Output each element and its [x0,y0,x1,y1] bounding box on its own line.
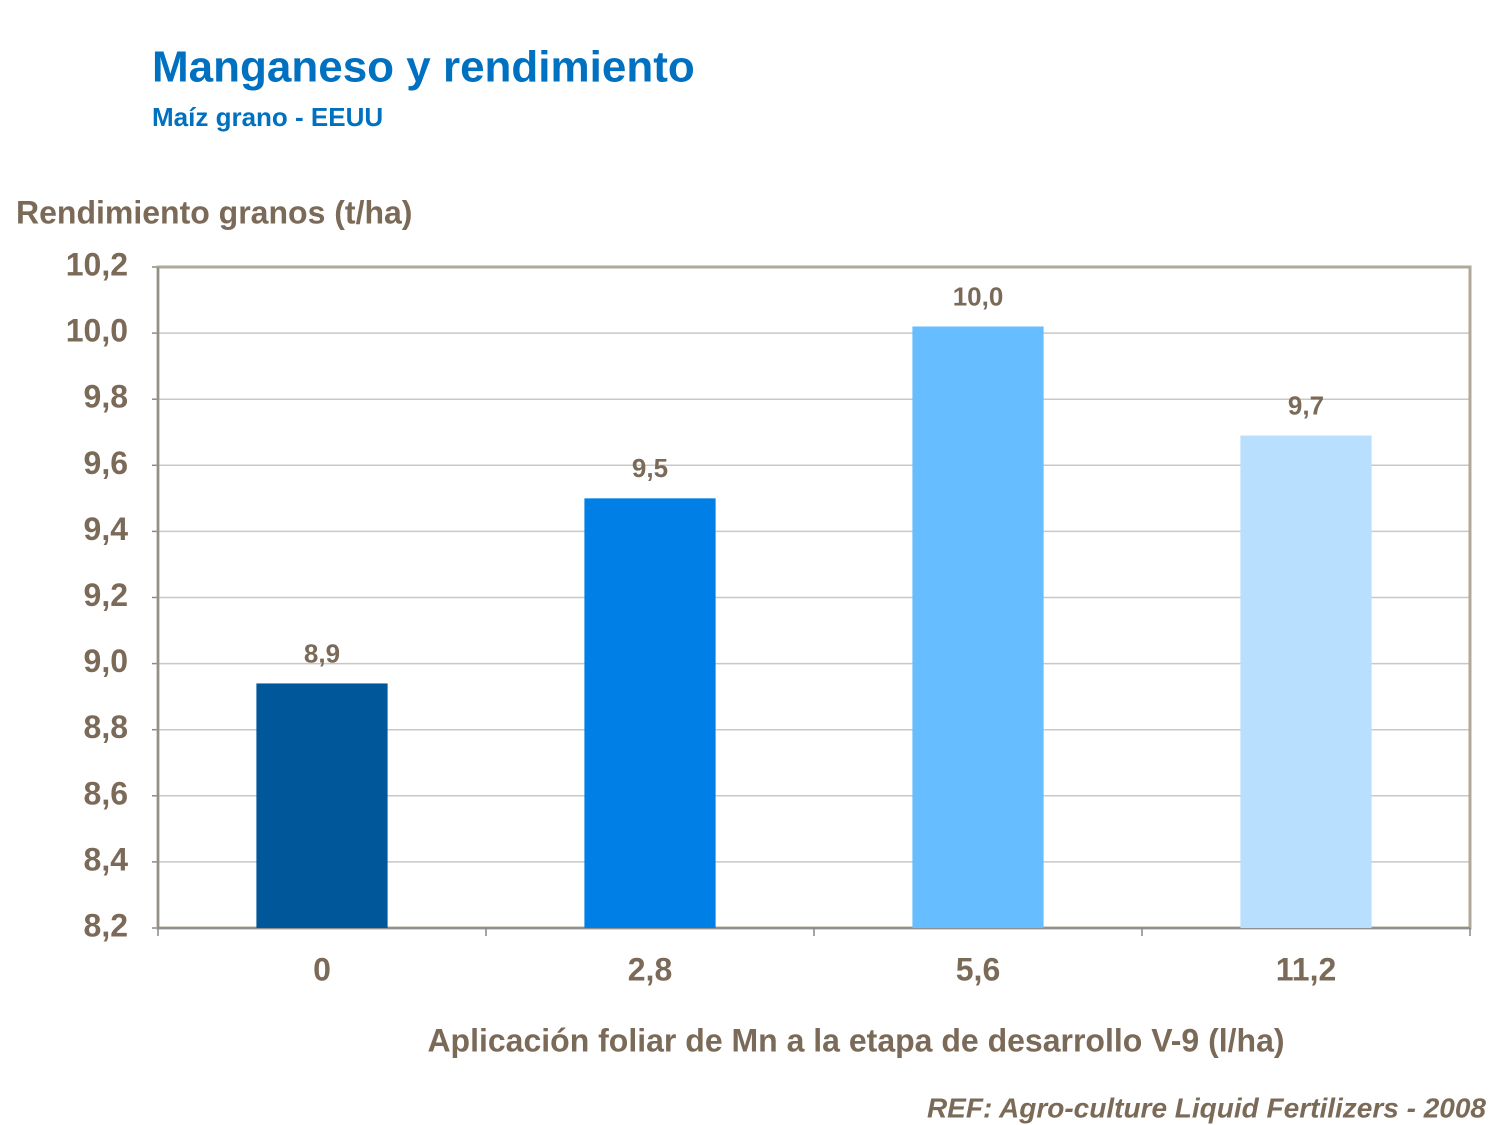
y-tick-label: 8,2 [84,907,128,943]
chart-subtitle: Maíz grano - EEUU [152,102,383,132]
value-label: 9,5 [632,453,668,483]
y-tick-label: 9,6 [84,445,128,481]
y-tick-label: 9,2 [84,577,128,613]
y-axis-label: Rendimiento granos (t/ha) [16,194,412,230]
y-tick-label: 9,8 [84,379,128,415]
y-tick-label: 9,0 [84,643,128,679]
value-label: 9,7 [1288,390,1324,420]
x-tick-label: 0 [313,951,331,987]
x-tick-label: 5,6 [956,951,1000,987]
value-label: 8,9 [304,638,340,668]
y-tick-label: 8,8 [84,709,128,745]
bar [912,326,1044,928]
y-tick-label: 10,0 [66,313,128,349]
chart-title: Manganeso y rendimiento [152,43,695,92]
bar [1240,435,1372,928]
y-tick-label: 8,4 [84,841,129,877]
x-axis-label: Aplicación foliar de Mn a la etapa de de… [427,1022,1284,1058]
value-label: 10,0 [953,281,1004,311]
bar [584,498,716,928]
y-tick-label: 9,4 [84,511,129,547]
y-tick-label: 10,2 [66,246,128,282]
source-note: REF: Agro-culture Liquid Fertilizers - 2… [927,1092,1486,1123]
x-tick-label: 2,8 [628,951,672,987]
y-tick-label: 8,6 [84,775,128,811]
x-tick-label: 11,2 [1276,951,1337,987]
bar [256,683,388,928]
